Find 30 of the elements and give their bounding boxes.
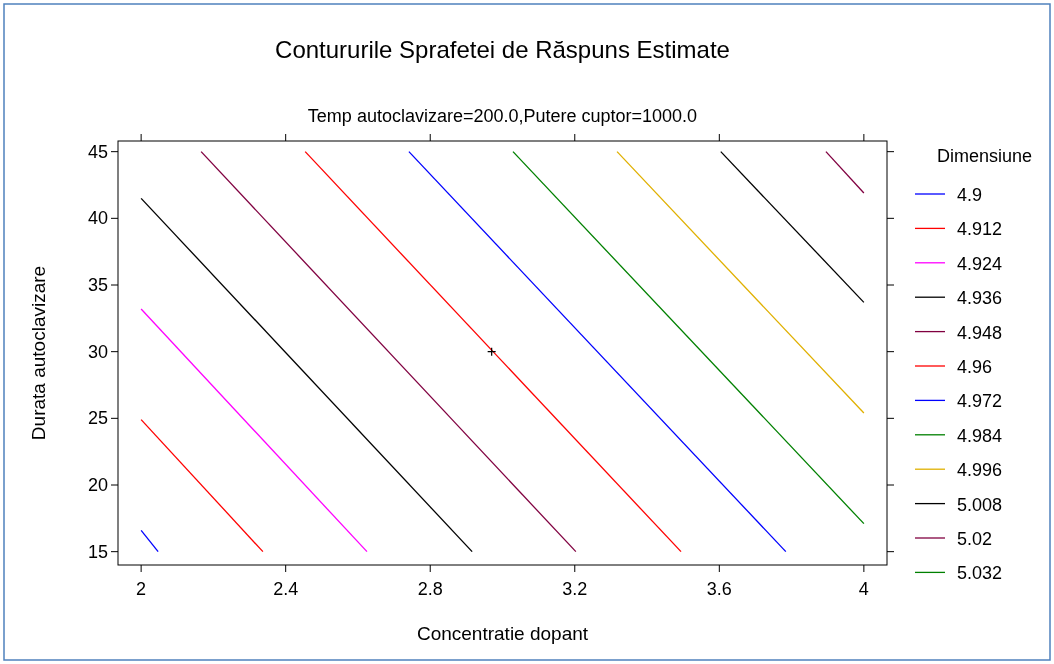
y-tick-label: 30 [87, 341, 108, 362]
x-tick-label: 2.8 [417, 579, 443, 599]
legend-label: 4.972 [957, 391, 1003, 412]
legend-label: 4.912 [957, 219, 1003, 240]
legend-label: 4.924 [957, 253, 1003, 274]
y-tick-label: 25 [87, 408, 108, 429]
y-tick-label: 20 [87, 475, 108, 495]
legend-label: 5.032 [957, 563, 1003, 584]
x-tick-label: 2 [136, 579, 147, 599]
legend-label: 5.02 [957, 529, 993, 549]
x-tick-label: 2.4 [273, 579, 299, 599]
x-tick-label: 3.6 [706, 579, 732, 599]
legend-label: 4.996 [957, 460, 1003, 481]
x-tick-label: 4 [858, 579, 869, 599]
chart-title: Contururile Sprafetei de Răspuns Estimate [275, 36, 730, 63]
y-tick-label: 40 [87, 208, 108, 229]
x-axis-title: Concentratie dopant [416, 623, 589, 644]
legend-label: 4.948 [957, 322, 1003, 343]
legend-label: 4.984 [957, 425, 1003, 446]
legend-label: 4.96 [957, 357, 993, 377]
legend-label: 4.936 [957, 288, 1003, 309]
y-tick-label: 15 [87, 541, 108, 562]
y-tick-label: 45 [87, 141, 108, 162]
legend-label: 4.9 [957, 185, 983, 205]
y-axis-title: Durata autoclavizare [28, 265, 49, 441]
x-tick-label: 3.2 [562, 579, 588, 599]
legend-label: 5.008 [957, 494, 1003, 515]
chart-subtitle: Temp autoclavizare=200.0,Putere cuptor=1000.0 [307, 106, 698, 126]
legend-title: Dimensiune [937, 146, 1033, 166]
y-tick-label: 35 [87, 275, 108, 295]
